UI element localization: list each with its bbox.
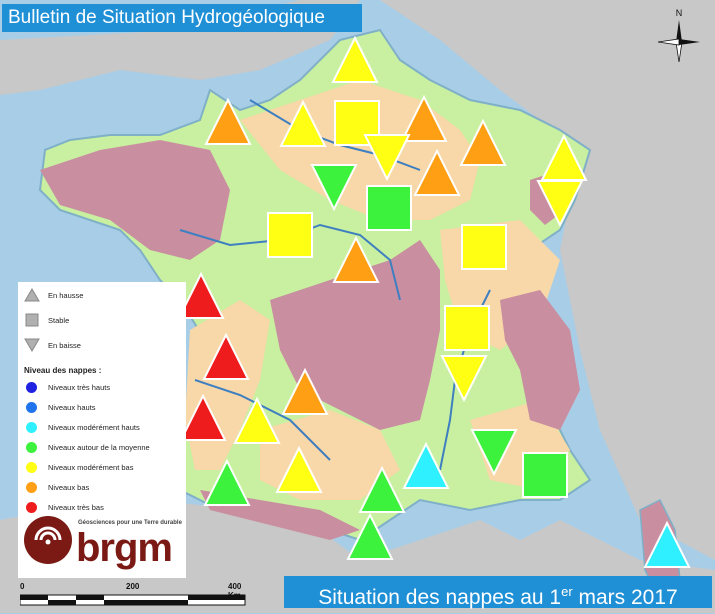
- legend-panel: En hausse Stable En baisse Niveau des na…: [18, 282, 186, 578]
- marker-corse: [643, 520, 691, 568]
- legend-trend-stable: Stable: [24, 313, 69, 327]
- legend-level-label: Niveaux bas: [48, 483, 90, 492]
- legend-level-dot: [26, 502, 37, 513]
- legend-levels-title: Niveau des nappes :: [24, 366, 102, 375]
- marker-bourgogne-up: [413, 148, 461, 196]
- legend-level-label: Niveaux modérément hauts: [48, 423, 140, 432]
- marker-lorraine: [459, 118, 507, 166]
- legend-trend-label: En hausse: [48, 290, 84, 300]
- neighbour-land-east: [380, 0, 715, 560]
- marker-charente: [202, 332, 250, 380]
- marker-alsace-down: [536, 180, 584, 228]
- date-caption-suffix: mars 2017: [572, 586, 678, 609]
- legend-level-6: Niveaux très bas: [24, 502, 104, 513]
- marker-auvergne: [281, 367, 329, 415]
- legend-level-dot: [26, 462, 37, 473]
- marker-provence-down: [470, 429, 518, 477]
- marker-gironde: [179, 393, 227, 441]
- marker-champagne: [400, 94, 448, 142]
- legend-level-label: Niveaux modérément bas: [48, 463, 134, 472]
- legend-level-label: Niveaux très bas: [48, 503, 104, 512]
- brgm-wordmark: brgm: [76, 526, 173, 570]
- brgm-logo: Géosciences pour une Terre durable brgm: [24, 512, 184, 572]
- compass-north-label: N: [676, 8, 683, 18]
- legend-level-4: Niveaux modérément bas: [24, 462, 133, 473]
- scale-tick-200: 200: [126, 582, 140, 591]
- legend-level-label: Niveaux autour de la moyenne: [48, 443, 150, 452]
- marker-limousin-up: [332, 235, 380, 283]
- scale-tick-0: 0: [20, 582, 25, 591]
- date-caption-sup: er: [561, 584, 573, 599]
- marker-pyrenees: [346, 512, 394, 560]
- marker-rhone-down: [440, 355, 488, 403]
- legend-level-dot: [26, 382, 37, 393]
- marker-centre-square: [366, 185, 412, 231]
- marker-pays-loire: [267, 212, 313, 258]
- legend-level-dot: [26, 402, 37, 413]
- marker-languedoc: [402, 441, 450, 489]
- compass-east-point: [679, 39, 700, 45]
- legend-level-2: Niveaux modérément hauts: [24, 422, 140, 433]
- marker-nord: [331, 35, 379, 83]
- legend-trend-hausse: En hausse: [24, 288, 83, 302]
- north-arrow: N: [656, 6, 702, 64]
- legend-level-label: Niveaux hauts: [48, 403, 96, 412]
- legend-level-dot: [26, 482, 37, 493]
- legend-level-5: Niveaux bas: [24, 482, 89, 493]
- marker-normandie: [279, 99, 327, 147]
- marker-cote-azur: [522, 452, 568, 498]
- loire-river: [179, 223, 401, 301]
- marker-aude: [358, 465, 406, 513]
- marker-centre-down: [310, 164, 358, 212]
- legend-trend-baisse: En baisse: [24, 338, 81, 352]
- compass-west-point: [657, 38, 680, 46]
- map-title: Bulletin de Situation Hydrogéologique: [2, 4, 362, 32]
- scale-bar: 0 200 400 Km: [20, 582, 250, 608]
- garonne-river: [194, 379, 331, 461]
- legend-trend-label: En baisse: [48, 340, 81, 350]
- marker-rhone-square: [444, 305, 490, 351]
- legend-level-1: Niveaux hauts: [24, 402, 96, 413]
- marker-bretagne: [204, 97, 252, 145]
- legend-level-dot: [26, 442, 37, 453]
- alpes: [500, 290, 580, 430]
- legend-trend-label: Stable: [48, 315, 70, 325]
- marker-paris: [363, 134, 411, 182]
- marker-vendee: [177, 271, 225, 319]
- marker-midi: [275, 445, 323, 493]
- brgm-logo-mark: [24, 516, 72, 564]
- legend-level-3: Niveaux autour de la moyenne: [24, 442, 150, 453]
- legend-level-label: Niveaux très hauts: [48, 383, 111, 392]
- compass-north-point: [676, 20, 682, 42]
- marker-landes: [203, 458, 251, 506]
- legend-level-dot: [26, 422, 37, 433]
- date-caption: Situation des nappes au 1er mars 2017: [284, 576, 712, 609]
- marker-dordogne: [233, 396, 281, 444]
- marker-franche-comte: [461, 224, 507, 270]
- brgm-tagline: Géosciences pour une Terre durable: [78, 520, 182, 526]
- date-caption-prefix: Situation des nappes au 1: [318, 586, 562, 609]
- legend-level-0: Niveaux très hauts: [24, 382, 110, 393]
